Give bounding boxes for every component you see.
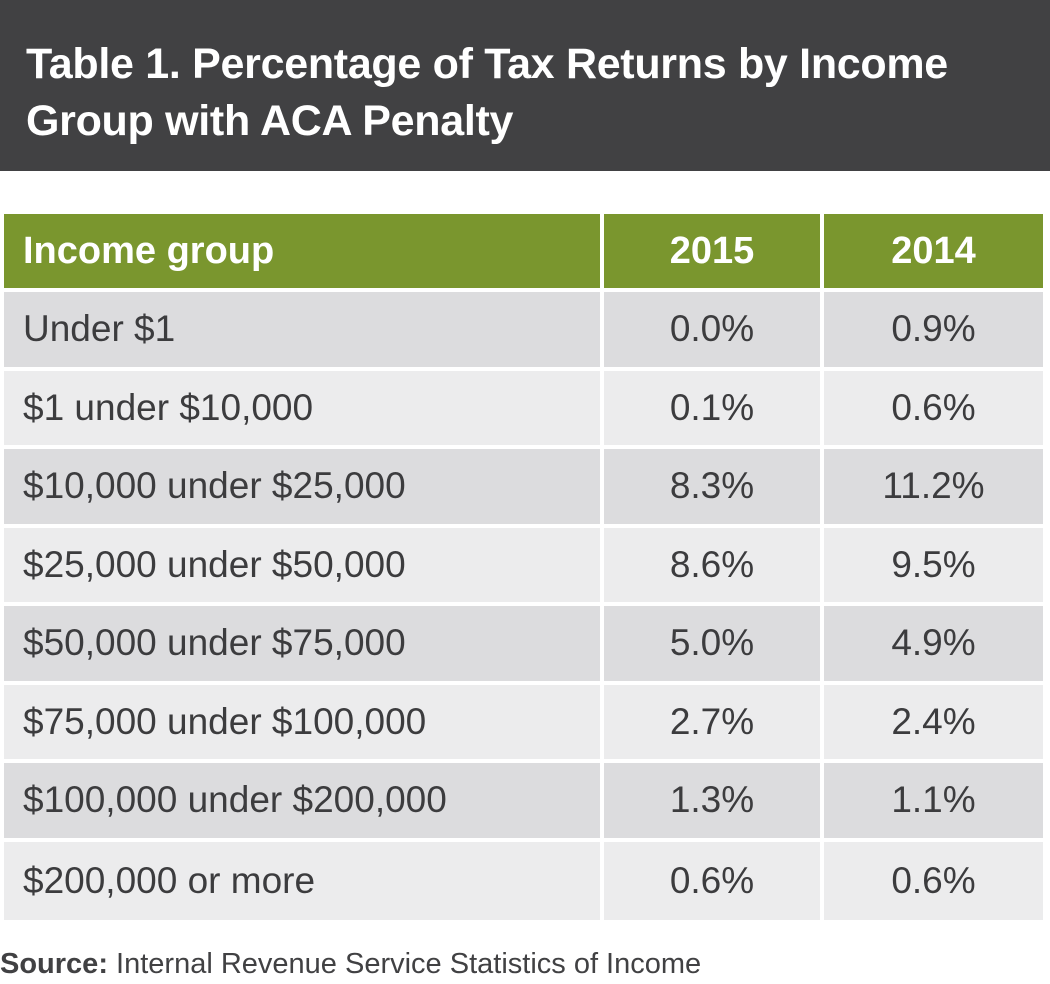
data-table: Income group 2015 2014 Under $1 0.0% 0.9… xyxy=(4,214,1043,920)
value-2014-cell: 4.9% xyxy=(824,606,1043,685)
value-2014-cell: 0.9% xyxy=(824,292,1043,371)
value-2014-cell: 0.6% xyxy=(824,841,1043,920)
income-group-cell: $10,000 under $25,000 xyxy=(4,449,604,528)
value-2015-cell: 0.6% xyxy=(604,841,824,920)
income-group-cell: $1 under $10,000 xyxy=(4,370,604,449)
table-row: $1 under $10,000 0.1% 0.6% xyxy=(4,370,1043,449)
income-group-cell: $25,000 under $50,000 xyxy=(4,527,604,606)
title-bar: Table 1. Percentage of Tax Returns by In… xyxy=(0,0,1050,171)
table-row: Under $1 0.0% 0.9% xyxy=(4,292,1043,371)
income-group-cell: $75,000 under $100,000 xyxy=(4,684,604,763)
source-note: Source: Internal Revenue Service Statist… xyxy=(0,944,701,984)
header-cell-2014: 2014 xyxy=(824,214,1043,292)
value-2014-cell: 0.6% xyxy=(824,370,1043,449)
value-2014-cell: 9.5% xyxy=(824,527,1043,606)
header-cell-2015: 2015 xyxy=(604,214,824,292)
table-row: $75,000 under $100,000 2.7% 2.4% xyxy=(4,684,1043,763)
source-label: Source: xyxy=(0,948,108,980)
table-row: $100,000 under $200,000 1.3% 1.1% xyxy=(4,763,1043,842)
income-group-cell: $100,000 under $200,000 xyxy=(4,763,604,842)
value-2015-cell: 2.7% xyxy=(604,684,824,763)
source-text: Internal Revenue Service Statistics of I… xyxy=(116,948,702,980)
value-2015-cell: 8.3% xyxy=(604,449,824,528)
value-2014-cell: 11.2% xyxy=(824,449,1043,528)
income-group-cell: $200,000 or more xyxy=(4,841,604,920)
value-2015-cell: 0.0% xyxy=(604,292,824,371)
income-group-cell: Under $1 xyxy=(4,292,604,371)
income-group-cell: $50,000 under $75,000 xyxy=(4,606,604,685)
header-row: Income group 2015 2014 xyxy=(4,214,1043,292)
value-2014-cell: 1.1% xyxy=(824,763,1043,842)
table-container: Income group 2015 2014 Under $1 0.0% 0.9… xyxy=(4,214,1043,920)
value-2015-cell: 8.6% xyxy=(604,527,824,606)
table-row: $50,000 under $75,000 5.0% 4.9% xyxy=(4,606,1043,685)
value-2015-cell: 1.3% xyxy=(604,763,824,842)
header-cell-income-group: Income group xyxy=(4,214,604,292)
table-row: $25,000 under $50,000 8.6% 9.5% xyxy=(4,527,1043,606)
table-title: Table 1. Percentage of Tax Returns by In… xyxy=(26,40,948,145)
value-2014-cell: 2.4% xyxy=(824,684,1043,763)
table-row: $10,000 under $25,000 8.3% 11.2% xyxy=(4,449,1043,528)
table-row: $200,000 or more 0.6% 0.6% xyxy=(4,841,1043,920)
value-2015-cell: 0.1% xyxy=(604,370,824,449)
value-2015-cell: 5.0% xyxy=(604,606,824,685)
